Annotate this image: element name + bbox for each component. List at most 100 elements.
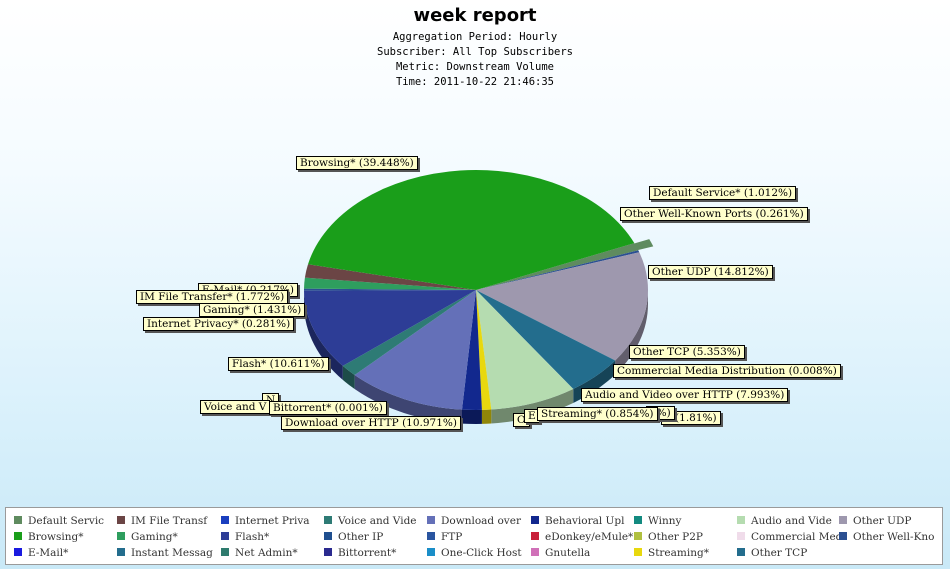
legend-label: Winny <box>648 515 682 527</box>
legend-item: Other IP <box>324 530 427 544</box>
slice-side-other-udp <box>615 290 648 375</box>
slice-gaming <box>304 277 476 290</box>
legend-swatch <box>324 516 332 524</box>
slice-label-behavioral-partial: d (1.81%) <box>661 411 721 425</box>
slice-label-other-well-known-ports: Other Well-Known Ports (0.261%) <box>620 207 808 221</box>
legend-label: Other Well-Kno <box>853 531 935 543</box>
legend-swatch <box>14 532 22 540</box>
slice-label-audio-video-http: Audio and Video over HTTP (7.993%) <box>581 388 789 402</box>
legend-label: Net Admin* <box>235 547 298 559</box>
legend-item: Other TCP <box>737 546 840 560</box>
legend-label: Streaming* <box>648 547 709 559</box>
slice-default-service-exploded <box>490 239 654 286</box>
legend-item: FTP <box>427 530 530 544</box>
legend-item: Browsing* <box>14 530 117 544</box>
legend-item: Commercial Med <box>737 530 840 544</box>
legend-label: Other TCP <box>751 547 808 559</box>
legend-swatch <box>634 532 642 540</box>
legend-label: Other IP <box>338 531 384 543</box>
legend-label: Gnutella <box>545 547 591 559</box>
legend-swatch <box>221 548 229 556</box>
slice-internet-privacy <box>303 288 476 291</box>
legend-label: Voice and Vide <box>338 515 417 527</box>
slice-side-flash <box>304 290 343 380</box>
legend-swatch <box>427 516 435 524</box>
legend-item: Internet Priva <box>221 514 324 528</box>
legend-swatch <box>531 516 539 524</box>
legend-swatch <box>221 532 229 540</box>
legend-swatch <box>737 532 745 540</box>
legend-item: Bittorrent* <box>324 546 427 560</box>
slice-label-download-http: Download over HTTP (10.971%) <box>281 416 461 430</box>
slice-side-behavioral-upload <box>462 409 482 425</box>
legend-item: Winny <box>634 514 737 528</box>
slice-label-other-udp: Other UDP (14.812%) <box>648 265 773 279</box>
legend-swatch <box>531 532 539 540</box>
legend-label: Behavioral Upl <box>545 515 625 527</box>
legend-label: Internet Priva <box>235 515 310 527</box>
legend-label: E-Mail* <box>28 547 69 559</box>
slice-other-udp <box>476 252 649 361</box>
legend-label: Download over <box>441 515 521 527</box>
slice-streaming <box>476 290 492 410</box>
slice-label-gaming: Gaming* (1.431%) <box>199 303 306 317</box>
slice-behavioral-upload <box>462 290 482 410</box>
slice-side-streaming <box>481 409 492 424</box>
slice-label-browsing: Browsing* (39.448%) <box>296 156 418 170</box>
pie-top <box>303 169 654 410</box>
slice-label-streaming: Streaming* (0.854%) <box>537 407 658 421</box>
legend-item: IM File Transf <box>117 514 220 528</box>
slice-label-other-tcp: Other TCP (5.353%) <box>629 345 745 359</box>
legend-label: Flash* <box>235 531 270 543</box>
legend-swatch <box>117 532 125 540</box>
legend-item: E-Mail* <box>14 546 117 560</box>
legend-label: Browsing* <box>28 531 84 543</box>
slice-label-im-file-transfer: IM File Transfer* (1.772%) <box>136 290 289 304</box>
legend-item: Gaming* <box>117 530 220 544</box>
legend-swatch <box>427 548 435 556</box>
legend-swatch <box>14 548 22 556</box>
legend-item: Download over <box>427 514 530 528</box>
legend-label: Gaming* <box>131 531 178 543</box>
legend-item: Gnutella <box>531 546 634 560</box>
legend-swatch <box>221 516 229 524</box>
chart-legend: Default Servic IM File Transf Internet Pri… <box>5 507 943 565</box>
legend-swatch <box>531 548 539 556</box>
legend-swatch <box>634 516 642 524</box>
slice-flash <box>304 290 476 366</box>
slice-label-commercial-media: Commercial Media Distribution (0.008%) <box>613 364 841 378</box>
legend-label: IM File Transf <box>131 515 208 527</box>
slice-side-audio-and-video-over-http <box>491 389 574 424</box>
legend-swatch <box>634 548 642 556</box>
slice-label-default-service: Default Service* (1.012%) <box>649 186 797 200</box>
slice-other-well-known-ports <box>476 250 640 290</box>
legend-item: Default Servic <box>14 514 117 528</box>
legend-item: One-Click Host <box>427 546 530 560</box>
slice-audio-and-video-over-http <box>476 290 574 410</box>
legend-swatch <box>737 516 745 524</box>
legend-item: Other P2P <box>634 530 737 544</box>
slice-im-file-transfer <box>304 264 476 290</box>
legend-label: Audio and Vide <box>751 515 832 527</box>
slice-side-download-over-http <box>354 375 463 424</box>
legend-label: Instant Messag <box>131 547 213 559</box>
legend-swatch <box>839 516 847 524</box>
pie-chart <box>303 169 654 425</box>
legend-item: Net Admin* <box>221 546 324 560</box>
legend-item: Behavioral Upl <box>531 514 634 528</box>
legend-swatch <box>117 548 125 556</box>
legend-swatch <box>839 532 847 540</box>
legend-label: eDonkey/eMule* <box>545 531 634 543</box>
slice-download-over-http <box>354 290 476 410</box>
legend-item: Instant Messag <box>117 546 220 560</box>
legend-label: Other UDP <box>853 515 912 527</box>
slice-browsing <box>308 169 635 290</box>
legend-swatch <box>324 548 332 556</box>
slice-label-voice-video: Voice and V <box>200 400 271 414</box>
legend-item: Streaming* <box>634 546 737 560</box>
metric-line: Metric: Downstream Volume <box>395 61 555 73</box>
legend-item: Flash* <box>221 530 324 544</box>
subscriber-line: Subscriber: All Top Subscribers <box>377 46 573 58</box>
slice-bittorrent <box>354 290 476 376</box>
legend-swatch <box>14 516 22 524</box>
